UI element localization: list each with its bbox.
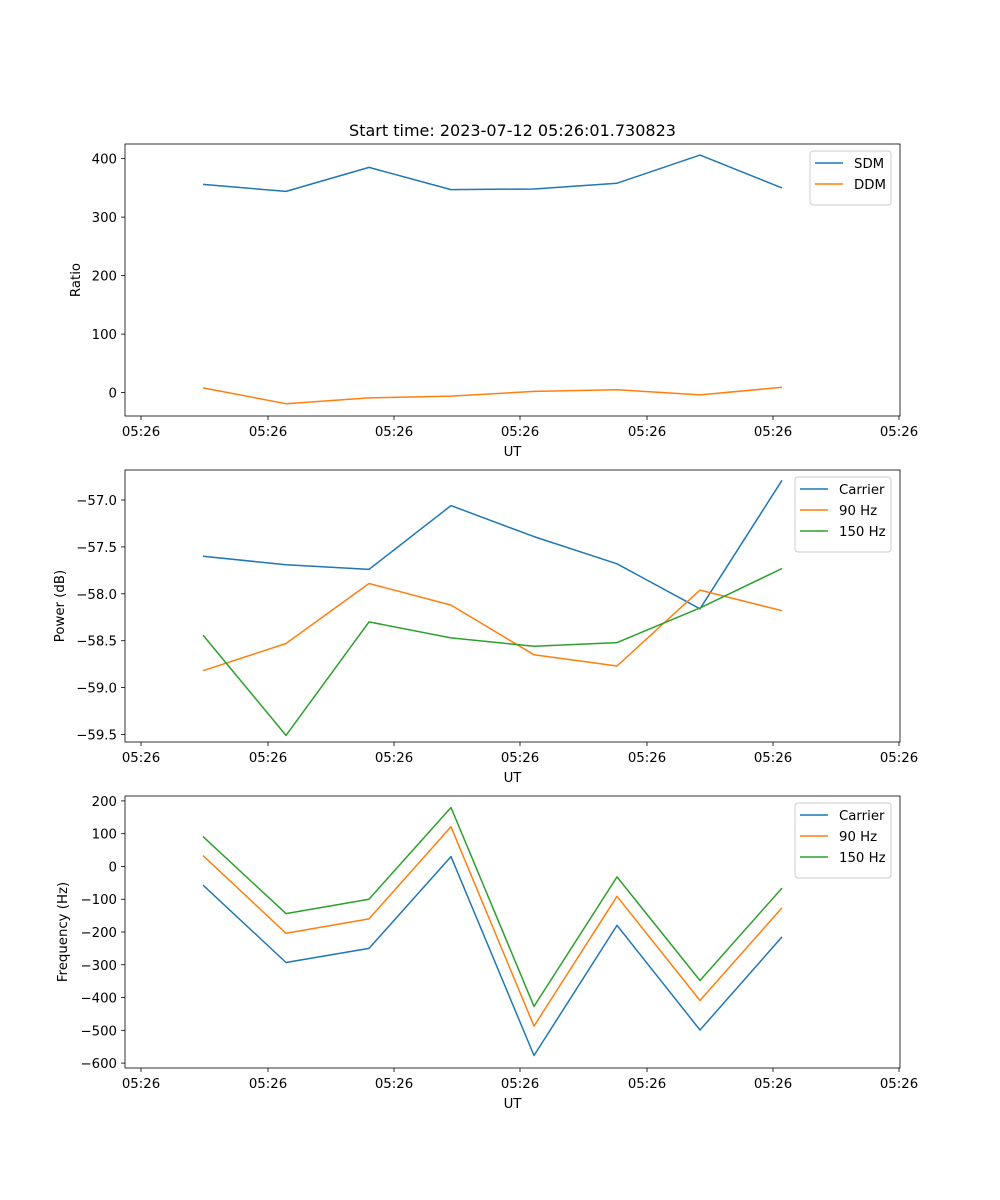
series-line-carrier bbox=[202, 479, 783, 610]
x-tick-label: 05:26 bbox=[754, 1077, 792, 1092]
x-tick-label: 05:26 bbox=[501, 751, 539, 766]
x-axis-label: UT bbox=[504, 1097, 523, 1112]
y-tick-label: −59.0 bbox=[76, 682, 117, 697]
y-tick-label: 300 bbox=[92, 211, 117, 226]
y-axis-label: Ratio bbox=[69, 263, 84, 297]
x-tick-label: 05:26 bbox=[249, 751, 287, 766]
series-line-sdm bbox=[202, 154, 783, 193]
x-tick-label: 05:26 bbox=[249, 1077, 287, 1092]
x-tick-label: 05:26 bbox=[122, 425, 160, 440]
chart-title: Start time: 2023-07-12 05:26:01.730823 bbox=[349, 121, 676, 140]
y-tick-label: −300 bbox=[80, 959, 117, 974]
y-tick-label: 100 bbox=[92, 328, 117, 343]
x-tick-label: 05:26 bbox=[249, 425, 287, 440]
x-axis-label: UT bbox=[504, 771, 523, 786]
y-tick-label: 0 bbox=[109, 860, 117, 875]
x-tick-label: 05:26 bbox=[375, 1077, 413, 1092]
series-line-carrier bbox=[202, 855, 783, 1057]
y-tick-label: −200 bbox=[80, 926, 117, 941]
y-tick-label: −58.5 bbox=[76, 635, 117, 650]
x-tick-label: 05:26 bbox=[754, 751, 792, 766]
x-tick-label: 05:26 bbox=[122, 1077, 160, 1092]
axes-frame bbox=[124, 469, 901, 743]
x-tick-label: 05:26 bbox=[880, 425, 918, 440]
axes-frame bbox=[124, 795, 901, 1069]
y-tick-label: 200 bbox=[92, 795, 117, 810]
x-axis-label: UT bbox=[504, 445, 523, 460]
x-tick-label: 05:26 bbox=[628, 751, 666, 766]
legend-entry: SDM bbox=[854, 157, 884, 172]
legend-entry: 150 Hz bbox=[839, 851, 886, 866]
series-line-90-hz bbox=[202, 826, 783, 1027]
x-tick-label: 05:26 bbox=[628, 1077, 666, 1092]
y-tick-label: 0 bbox=[109, 387, 117, 402]
x-tick-label: 05:26 bbox=[375, 425, 413, 440]
legend-entry: 90 Hz bbox=[839, 504, 877, 519]
y-tick-label: 400 bbox=[92, 153, 117, 168]
series-line-90-hz bbox=[202, 582, 783, 672]
y-tick-label: −500 bbox=[80, 1024, 117, 1039]
y-tick-label: −100 bbox=[80, 893, 117, 908]
x-tick-label: 05:26 bbox=[122, 751, 160, 766]
y-axis-label: Power (dB) bbox=[53, 570, 68, 642]
chart-panel-3: 05:2605:2605:2605:2605:2605:2605:2605:27… bbox=[56, 795, 918, 1112]
y-tick-label: 100 bbox=[92, 828, 117, 843]
y-tick-label: −600 bbox=[80, 1057, 117, 1072]
series-line-150-hz bbox=[202, 806, 783, 1008]
y-tick-label: −59.5 bbox=[76, 728, 117, 743]
chart-panel-2: 05:2605:2605:2605:2605:2605:2605:2605:27… bbox=[53, 469, 918, 786]
legend-box bbox=[794, 802, 892, 879]
x-tick-label: 05:26 bbox=[375, 751, 413, 766]
legend-entry: 90 Hz bbox=[839, 830, 877, 845]
legend-entry: Carrier bbox=[839, 809, 885, 824]
series-line-150-hz bbox=[202, 567, 783, 737]
legend-entry: DDM bbox=[854, 178, 886, 193]
legend-entry: Carrier bbox=[839, 483, 885, 498]
x-tick-label: 05:26 bbox=[628, 425, 666, 440]
y-tick-label: −400 bbox=[80, 992, 117, 1007]
axes-frame bbox=[124, 143, 901, 417]
y-axis-label: Frequency (Hz) bbox=[56, 882, 71, 982]
x-tick-label: 05:26 bbox=[880, 751, 918, 766]
y-tick-label: −57.5 bbox=[76, 541, 117, 556]
chart-panel-1: Start time: 2023-07-12 05:26:01.730823 05… bbox=[69, 121, 918, 460]
legend-box bbox=[794, 476, 892, 553]
legend-entry: 150 Hz bbox=[839, 525, 886, 540]
x-tick-label: 05:26 bbox=[880, 1077, 918, 1092]
x-tick-label: 05:26 bbox=[501, 425, 539, 440]
legend-box bbox=[809, 150, 892, 206]
y-tick-label: −57.0 bbox=[76, 494, 117, 509]
x-tick-label: 05:26 bbox=[501, 1077, 539, 1092]
x-tick-label: 05:26 bbox=[754, 425, 792, 440]
y-tick-label: 200 bbox=[92, 270, 117, 285]
y-tick-label: −58.0 bbox=[76, 588, 117, 603]
series-line-ddm bbox=[202, 386, 783, 405]
